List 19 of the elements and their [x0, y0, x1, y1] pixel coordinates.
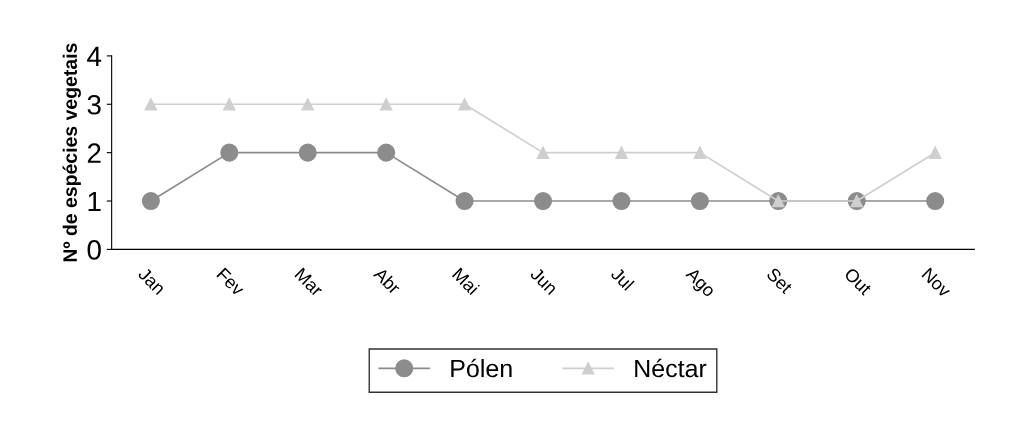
x-tick-label: Out — [843, 267, 873, 296]
x-tick-label: Jul — [610, 266, 635, 291]
x-tick-label: Jan — [137, 266, 166, 296]
legend-label: Néctar — [635, 358, 707, 378]
x-tick-label: Fev — [216, 267, 246, 297]
x-tick-label: Nov — [921, 267, 952, 299]
x-tick-label: Mar — [294, 267, 324, 298]
y-tick-label: 3 — [87, 94, 101, 115]
y-axis-title: Nº de espécies vegetais — [62, 43, 81, 262]
y-tick-label: 4 — [87, 46, 102, 66]
x-tick-label: Mai — [451, 267, 480, 296]
x-tick-label: Abr — [372, 266, 402, 296]
legend-label: Pólen — [451, 358, 512, 378]
y-tick-label: 2 — [87, 143, 101, 163]
x-tick-label: Set — [765, 266, 794, 295]
x-tick-label: Ago — [682, 266, 717, 301]
y-tick-label: 0 — [87, 240, 101, 260]
x-tick-label: Jun — [529, 266, 558, 296]
y-tick-label: 1 — [88, 191, 101, 212]
